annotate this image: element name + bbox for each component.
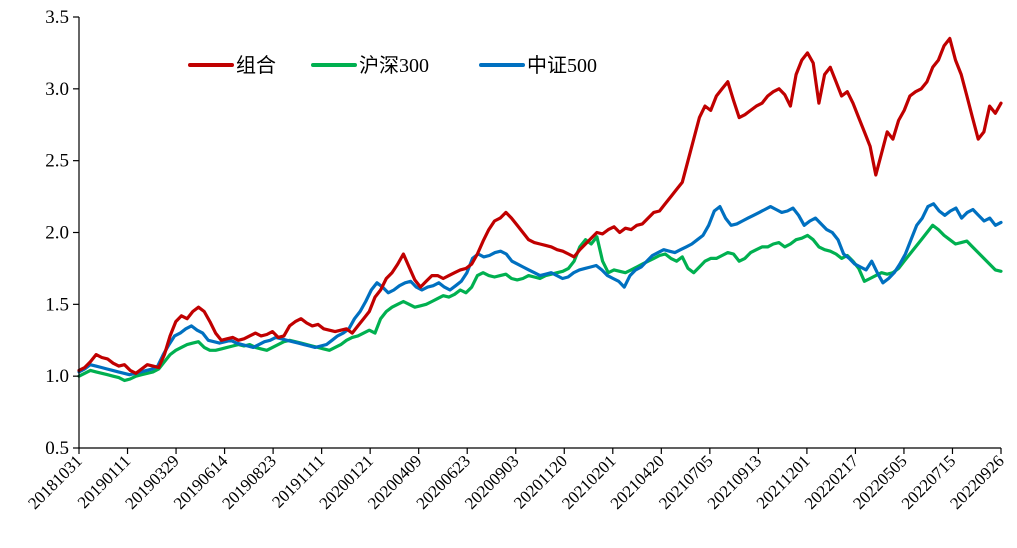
series-line-1 xyxy=(77,223,1003,383)
legend: 组合 沪深300 中证500 xyxy=(188,54,597,77)
series-line-2 xyxy=(77,202,1003,377)
x-tick-label: 20181031 xyxy=(24,451,86,513)
y-tick-label: 0.5 xyxy=(45,438,69,459)
axes xyxy=(78,17,1001,449)
legend-label: 沪深300 xyxy=(359,54,429,77)
y-tick-label: 2.5 xyxy=(45,151,69,172)
y-tick-label: 2.0 xyxy=(45,223,69,244)
legend-label: 组合 xyxy=(236,54,276,77)
series-layer xyxy=(77,36,1003,383)
y-axis-ticks: 3.5 3.0 2.5 2.0 1.5 1.0 0.5 xyxy=(45,7,79,459)
y-tick-label: 3.0 xyxy=(45,79,69,100)
y-tick-label: 1.0 xyxy=(45,366,69,387)
series-line-0 xyxy=(77,36,1003,375)
legend-label: 中证500 xyxy=(527,54,597,77)
y-tick-label: 3.5 xyxy=(45,7,69,28)
x-tick-label: 20190823 xyxy=(218,451,280,513)
x-tick-label: 20220926 xyxy=(946,451,1008,513)
x-axis-ticks: 2018103120190111201903292019061420190823… xyxy=(24,448,1008,513)
y-tick-label: 1.5 xyxy=(45,294,69,315)
